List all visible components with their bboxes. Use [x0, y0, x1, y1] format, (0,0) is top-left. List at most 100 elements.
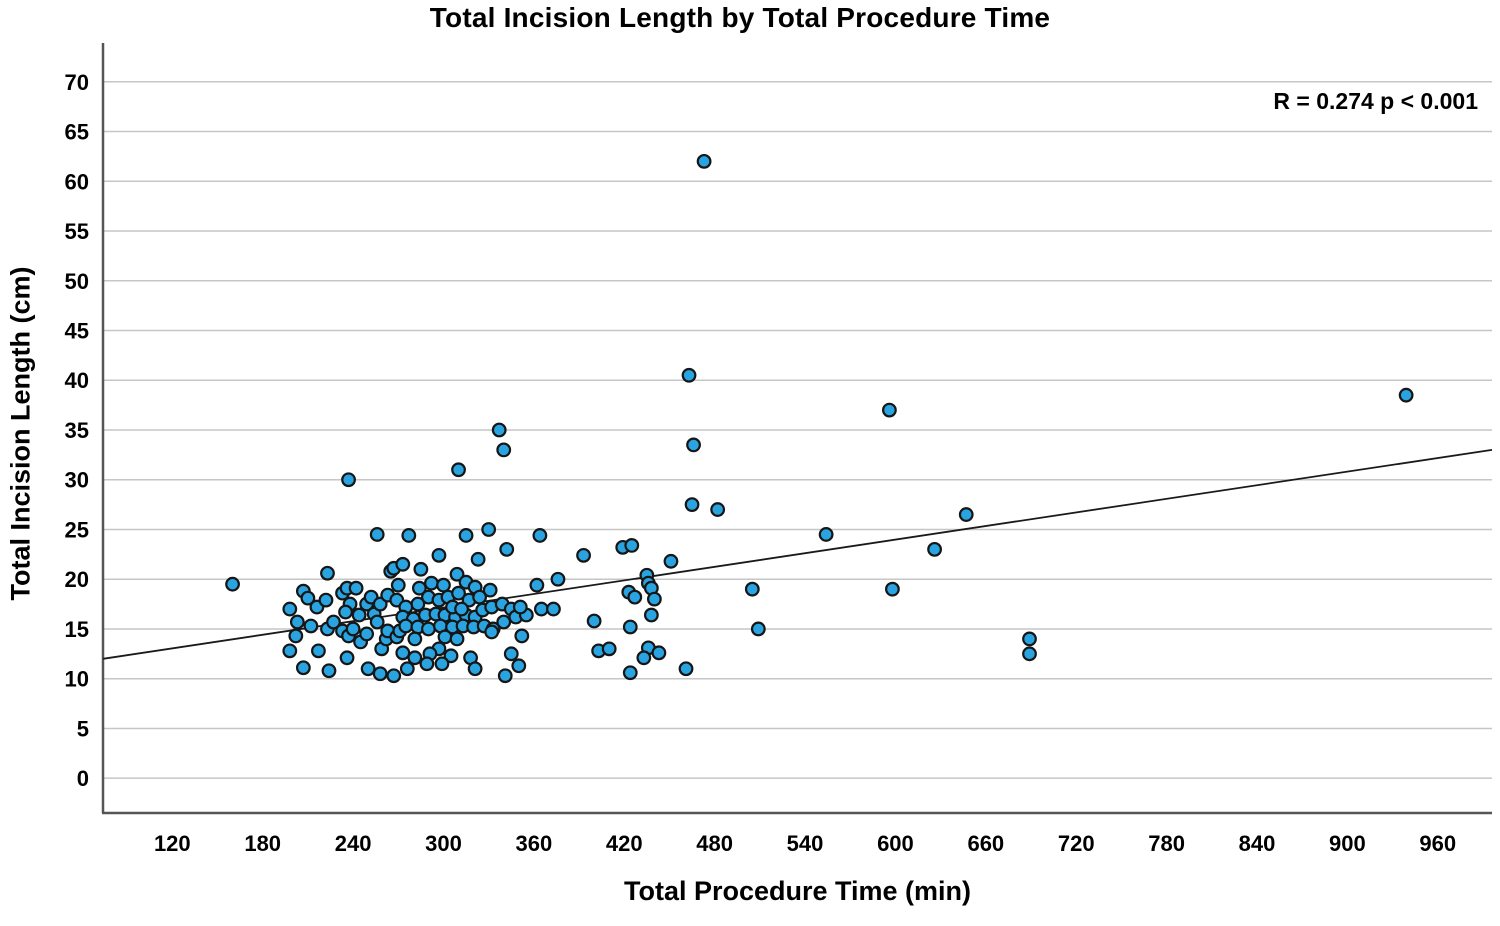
x-tick-label: 660 [967, 831, 1004, 856]
y-tick-label: 15 [65, 617, 89, 642]
data-point [443, 648, 459, 664]
data-point [225, 576, 240, 592]
x-tick-label: 180 [244, 831, 281, 856]
data-point [407, 631, 423, 647]
y-tick-label: 25 [65, 517, 89, 542]
x-tick-label: 780 [1148, 831, 1185, 856]
data-point [369, 614, 385, 630]
data-point [601, 641, 617, 657]
x-tick-label: 480 [696, 831, 733, 856]
data-point [710, 502, 726, 517]
data-point [927, 541, 942, 557]
data-point [454, 601, 469, 617]
data-point [338, 604, 353, 620]
x-tick-label: 300 [425, 831, 462, 856]
data-point [496, 442, 512, 458]
x-tick-label: 540 [787, 831, 824, 856]
data-point [684, 497, 700, 513]
x-tick-label: 240 [335, 831, 372, 856]
x-tick-label: 720 [1058, 831, 1095, 856]
data-point [451, 585, 466, 601]
x-tick-label: 120 [154, 831, 191, 856]
data-point [576, 547, 591, 563]
data-point [339, 650, 355, 666]
x-tick-label: 960 [1419, 831, 1456, 856]
data-point [449, 566, 465, 582]
data-point [622, 619, 638, 635]
data-point [369, 527, 385, 542]
data-point [311, 643, 326, 659]
data-point [390, 577, 406, 593]
data-point [436, 577, 451, 593]
data-point [484, 624, 500, 640]
y-tick-label: 45 [65, 319, 89, 344]
data-point [424, 575, 439, 591]
data-point [470, 551, 486, 567]
x-tick-label: 900 [1329, 831, 1366, 856]
data-point [533, 601, 549, 617]
data-point [646, 591, 662, 607]
data-point [318, 592, 334, 608]
data-point [1022, 631, 1037, 647]
data-point [651, 645, 667, 661]
y-tick-label: 0 [77, 766, 89, 791]
data-point [1022, 646, 1037, 662]
data-point [282, 601, 298, 617]
data-point [295, 660, 311, 676]
y-tick-label: 70 [65, 70, 89, 95]
data-point [395, 645, 411, 661]
data-point [348, 580, 364, 596]
data-point [360, 661, 376, 677]
data-point [681, 367, 697, 383]
data-point [636, 650, 652, 666]
x-tick-label: 840 [1239, 831, 1276, 856]
data-point [345, 621, 361, 637]
data-point [499, 541, 515, 557]
data-point [491, 422, 507, 438]
data-point [529, 577, 545, 593]
y-tick-label: 50 [65, 269, 89, 294]
data-point [496, 614, 512, 630]
data-point [419, 656, 435, 672]
data-point [341, 472, 356, 488]
data-point [663, 553, 679, 569]
data-point [643, 607, 659, 623]
data-point [421, 621, 436, 637]
y-tick-label: 30 [65, 468, 89, 493]
x-tick-label: 360 [516, 831, 553, 856]
data-point [351, 607, 367, 623]
data-point [881, 402, 897, 418]
data-point [546, 601, 561, 617]
data-point [885, 581, 900, 597]
data-point [411, 580, 427, 596]
y-tick-label: 10 [65, 667, 89, 692]
data-point [511, 658, 527, 674]
data-point [282, 643, 298, 659]
y-tick-label: 60 [65, 169, 89, 194]
data-point [401, 528, 417, 543]
data-point [512, 599, 528, 615]
data-point [624, 537, 640, 553]
data-point [300, 590, 316, 606]
data-point [532, 528, 548, 543]
data-point [622, 665, 638, 681]
data-point [550, 571, 566, 587]
data-point [288, 628, 304, 644]
y-tick-label: 20 [65, 567, 89, 592]
data-point [696, 153, 712, 169]
data-point [359, 626, 375, 642]
data-point [514, 628, 530, 644]
data-point [1398, 387, 1414, 403]
data-point [586, 613, 602, 629]
data-point [686, 437, 701, 453]
data-point [482, 582, 498, 598]
data-point [326, 614, 341, 630]
x-tick-label: 600 [877, 831, 914, 856]
y-tick-label: 35 [65, 418, 89, 443]
data-point [750, 621, 766, 637]
x-tick-label: 420 [606, 831, 643, 856]
data-point [449, 631, 465, 647]
data-point [458, 528, 474, 543]
y-tick-label: 55 [65, 219, 89, 244]
